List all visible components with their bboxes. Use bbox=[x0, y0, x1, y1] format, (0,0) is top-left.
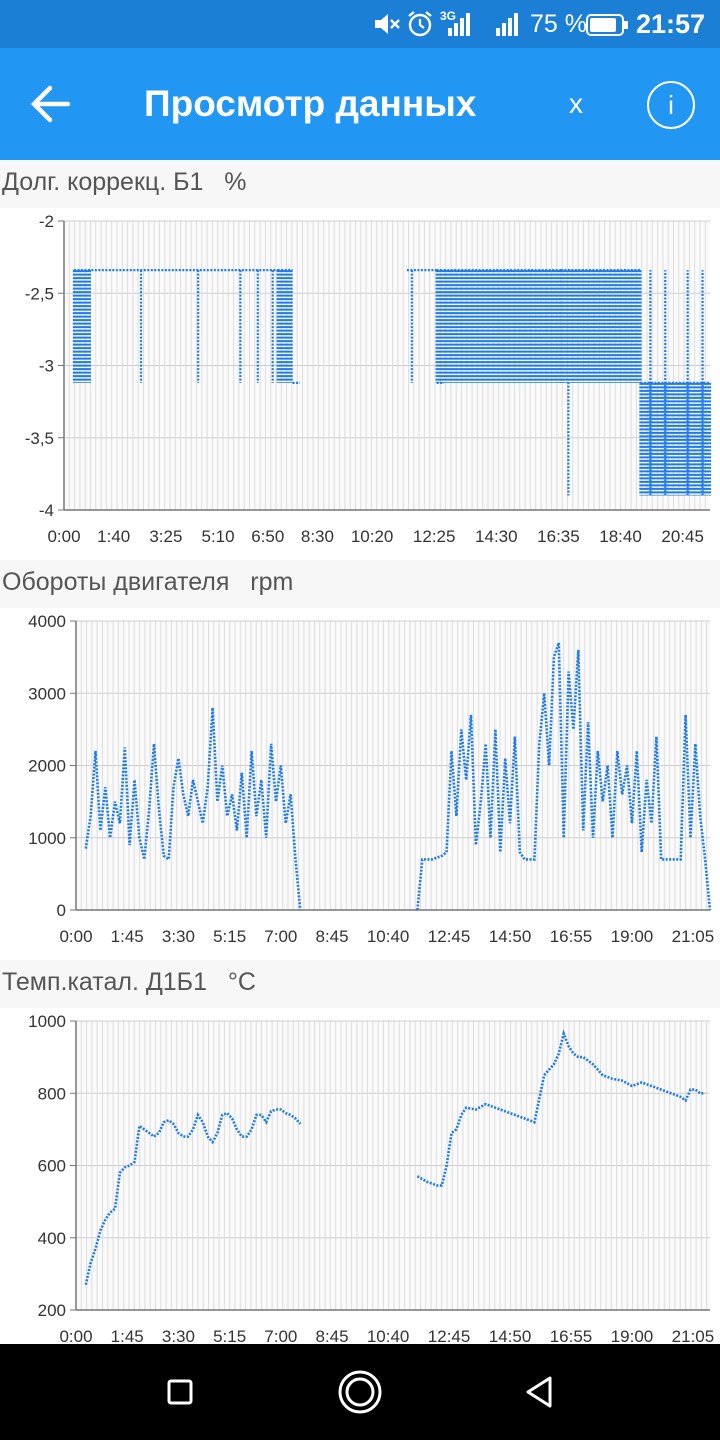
svg-text:i: i bbox=[668, 90, 674, 120]
x-tick-label: 0:00 bbox=[59, 1327, 92, 1344]
mute-icon bbox=[375, 14, 400, 34]
series-rpm-1 bbox=[416, 642, 712, 911]
chart-2-unit: rpm bbox=[250, 568, 294, 596]
x-tick-label: 14:30 bbox=[475, 527, 518, 546]
x-tick-label: 20:45 bbox=[661, 527, 704, 546]
segment-6 bbox=[639, 270, 712, 496]
x-tick-label: 14:50 bbox=[489, 927, 532, 946]
x-tick-label: 21:05 bbox=[672, 1327, 715, 1344]
ltft-trace bbox=[559, 269, 642, 496]
x-tick-label: 12:45 bbox=[428, 1327, 471, 1344]
signal-icon-2 bbox=[496, 13, 518, 36]
app-bar: Просмотр данных x i bbox=[0, 48, 720, 160]
chart-2-title: Обороты двигателя rpm bbox=[0, 560, 720, 608]
x-tick-label: 18:40 bbox=[599, 527, 642, 546]
x-tick-label: 10:40 bbox=[367, 1327, 410, 1344]
x-tick-label: 7:00 bbox=[264, 927, 297, 946]
x-tick-label: 10:40 bbox=[367, 927, 410, 946]
x-tick-label: 3:25 bbox=[149, 527, 182, 546]
chart-2-name: Обороты двигателя bbox=[2, 568, 230, 596]
x-tick-label: 21:05 bbox=[672, 927, 715, 946]
x-tick-label: 0:00 bbox=[47, 527, 80, 546]
y-tick-label: 1000 bbox=[28, 1012, 66, 1031]
segment-2 bbox=[276, 269, 301, 384]
page-title: Просмотр данных bbox=[144, 83, 477, 124]
back-arrow-icon[interactable] bbox=[20, 76, 80, 132]
x-tick-label: 1:40 bbox=[97, 527, 130, 546]
ltft-trace bbox=[639, 270, 712, 496]
y-tick-label: 800 bbox=[38, 1084, 66, 1103]
navigation-bar bbox=[0, 1344, 720, 1440]
chart-rpm[interactable]: 4000 3000 2000 1000 0 0:00 1:45 3:30 5:15 7:00 8:4… bbox=[0, 608, 720, 960]
y-tick-label: -3,5 bbox=[25, 429, 54, 448]
y-tick-label: 2000 bbox=[28, 757, 66, 776]
y-tick-label: 1000 bbox=[28, 829, 66, 848]
battery-percent: 75 % bbox=[530, 10, 587, 38]
x-tick-label: 12:25 bbox=[413, 527, 456, 546]
chart-1-title: Долг. коррекц. Б1 % bbox=[0, 160, 720, 208]
recent-apps-icon[interactable] bbox=[156, 1368, 204, 1416]
series-temp-1 bbox=[416, 1029, 706, 1187]
chart-1-name: Долг. коррекц. Б1 bbox=[2, 168, 204, 196]
network-type: 3G bbox=[440, 9, 457, 23]
info-icon[interactable]: i bbox=[646, 80, 696, 130]
close-button[interactable]: x bbox=[569, 88, 583, 119]
x-tick-label: 1:45 bbox=[111, 927, 144, 946]
x-tick-label: 8:30 bbox=[301, 527, 334, 546]
x-tick-label: 1:45 bbox=[111, 1327, 144, 1344]
home-icon[interactable] bbox=[336, 1368, 384, 1416]
x-tick-label: 5:10 bbox=[201, 527, 234, 546]
x-tick-label: 5:15 bbox=[213, 1327, 246, 1344]
y-tick-label: -2,5 bbox=[25, 284, 54, 303]
y-tick-label: -2 bbox=[39, 212, 54, 231]
chart-3-title: Темп.катал. Д1Б1 °C bbox=[0, 960, 720, 1008]
x-tick-label: 5:15 bbox=[213, 927, 246, 946]
x-tick-label: 16:35 bbox=[537, 527, 580, 546]
x-tick-label: 3:30 bbox=[162, 1327, 195, 1344]
ltft-trace bbox=[72, 269, 92, 383]
x-tick-label: 6:50 bbox=[251, 527, 284, 546]
x-tick-label: 7:00 bbox=[264, 1327, 297, 1344]
chart-1-unit: % bbox=[224, 168, 247, 196]
x-tick-label: 0:00 bbox=[59, 927, 92, 946]
x-tick-label: 19:00 bbox=[611, 1327, 654, 1344]
chart-catalyst-temp[interactable]: 1000 800 600 400 200 0:00 1:45 3:30 5:15 7:00 8:45… bbox=[0, 1008, 720, 1344]
battery-icon bbox=[586, 14, 628, 36]
chart-3-unit: °C bbox=[227, 968, 256, 996]
x-tick-label: 8:45 bbox=[315, 927, 348, 946]
x-tick-label: 14:50 bbox=[489, 1327, 532, 1344]
series-temp-0 bbox=[84, 1108, 302, 1285]
x-tick-label: 8:45 bbox=[315, 1327, 348, 1344]
signal-icon bbox=[448, 13, 470, 36]
x-tick-label: 16:55 bbox=[550, 927, 593, 946]
series-rpm-0 bbox=[84, 707, 302, 911]
y-tick-label: 600 bbox=[38, 1157, 66, 1176]
y-tick-label: -4 bbox=[39, 501, 54, 520]
segment-0 bbox=[72, 269, 92, 383]
y-tick-label: -3 bbox=[39, 357, 54, 376]
y-tick-label: 0 bbox=[57, 901, 66, 920]
back-nav-icon[interactable] bbox=[516, 1368, 564, 1416]
x-tick-label: 10:20 bbox=[351, 527, 394, 546]
y-tick-label: 3000 bbox=[28, 684, 66, 703]
y-tick-label: 4000 bbox=[28, 612, 66, 631]
segment-1 bbox=[91, 269, 278, 383]
x-tick-label: 16:55 bbox=[550, 1327, 593, 1344]
ltft-trace bbox=[435, 269, 562, 383]
y-tick-label: 400 bbox=[38, 1229, 66, 1248]
chart-ltft[interactable]: -2 -2,5 -3 -3,5 -4 0:00 1:40 3:25 5:10 6:50 8:30 10… bbox=[0, 208, 720, 560]
segment-4 bbox=[435, 269, 562, 383]
x-tick-label: 19:00 bbox=[611, 927, 654, 946]
x-tick-label: 3:30 bbox=[162, 927, 195, 946]
status-bar: 3G 75 % 21:57 bbox=[0, 0, 720, 48]
chart-3-name: Темп.катал. Д1Б1 bbox=[2, 968, 207, 996]
segment-5 bbox=[559, 269, 642, 496]
ltft-trace bbox=[276, 269, 301, 384]
ltft-trace bbox=[91, 269, 278, 383]
alarm-icon bbox=[408, 11, 432, 37]
clock: 21:57 bbox=[636, 9, 706, 39]
y-tick-label: 200 bbox=[38, 1301, 66, 1320]
x-tick-label: 12:45 bbox=[428, 927, 471, 946]
